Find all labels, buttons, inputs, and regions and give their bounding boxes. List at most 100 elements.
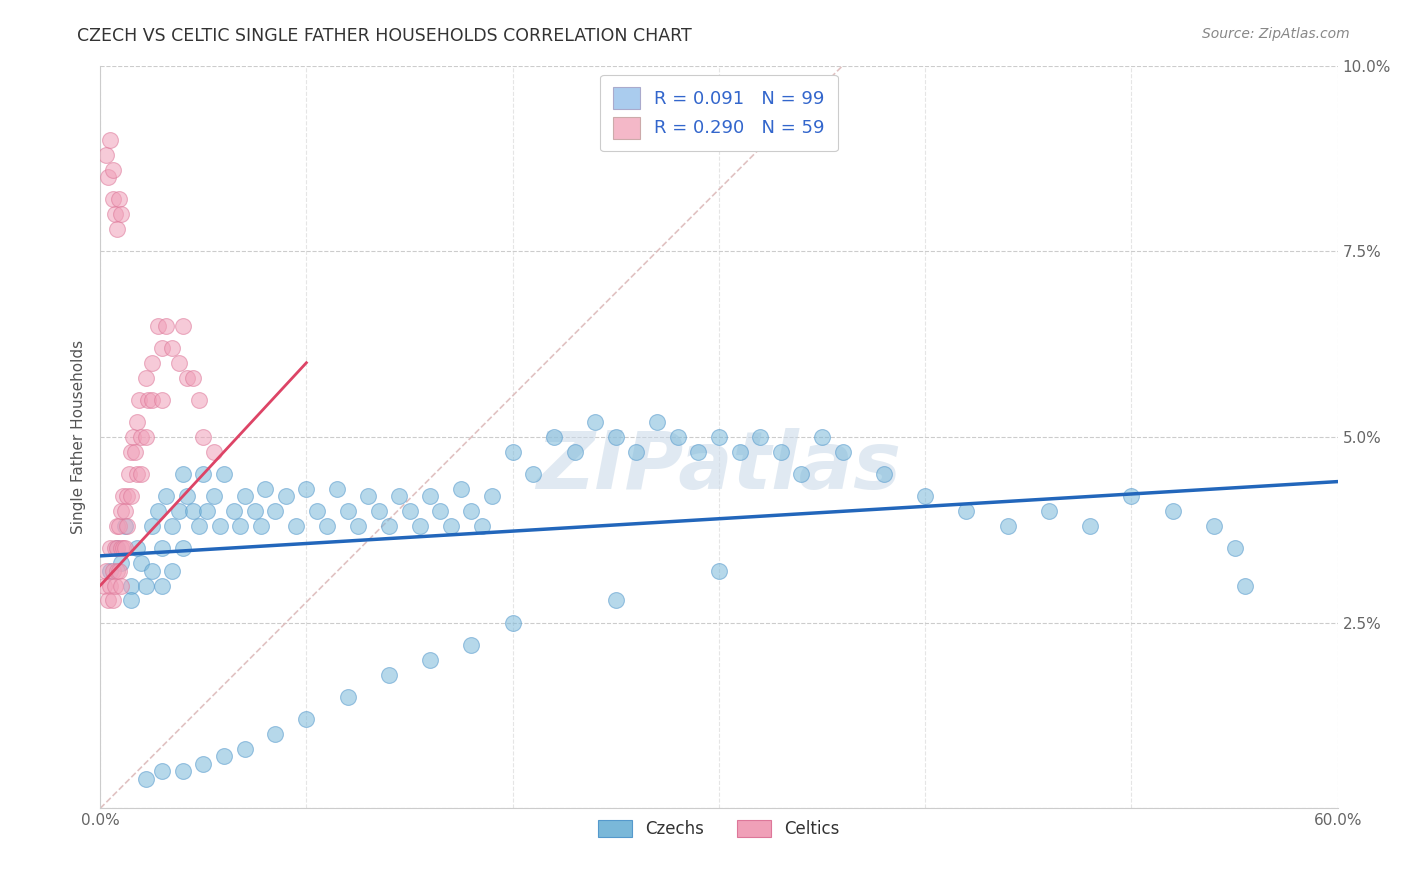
Point [543,430,565,444]
Text: ZIPatlas: ZIPatlas [537,428,901,506]
Point [460,638,482,652]
Point [155,318,177,333]
Point [749,430,772,444]
Point [502,615,524,630]
Point [105,541,128,556]
Point [118,467,141,482]
Point [728,445,751,459]
Point [146,318,169,333]
Point [110,504,132,518]
Point [188,519,211,533]
Point [336,690,359,704]
Point [110,207,132,221]
Point [326,482,349,496]
Point [1121,490,1143,504]
Point [150,541,173,556]
Point [873,467,896,482]
Point [105,564,128,578]
Point [224,504,246,518]
Point [120,445,142,459]
Point [150,392,173,407]
Point [103,541,125,556]
Point [831,445,853,459]
Point [250,519,273,533]
Point [96,564,118,578]
Point [193,756,215,771]
Point [101,162,124,177]
Point [188,392,211,407]
Point [378,519,401,533]
Point [254,482,277,496]
Point [274,490,297,504]
Point [122,430,145,444]
Point [811,430,834,444]
Point [162,519,184,533]
Point [666,430,689,444]
Point [103,207,125,221]
Point [181,504,204,518]
Point [105,541,128,556]
Point [101,192,124,206]
Point [93,578,115,592]
Point [97,593,120,607]
Point [134,370,156,384]
Point [181,370,204,384]
Point [120,490,142,504]
Point [150,578,173,592]
Point [100,564,122,578]
Point [172,541,194,556]
Point [105,222,128,236]
Point [162,564,184,578]
Point [176,370,198,384]
Point [193,467,215,482]
Point [115,519,138,533]
Point [769,445,792,459]
Point [155,490,177,504]
Point [141,392,163,407]
Point [120,578,142,592]
Point [100,133,122,147]
Point [914,490,936,504]
Point [212,749,235,764]
Point [264,504,287,518]
Point [150,764,173,779]
Point [131,467,153,482]
Point [1202,519,1225,533]
Point [172,764,194,779]
Point [141,519,163,533]
Point [120,593,142,607]
Point [707,564,730,578]
Point [626,445,648,459]
Point [115,490,138,504]
Point [110,578,132,592]
Point [429,504,451,518]
Point [100,541,122,556]
Y-axis label: Single Father Households: Single Father Households [72,340,86,534]
Point [955,504,977,518]
Point [471,519,494,533]
Point [193,430,215,444]
Point [243,504,266,518]
Point [107,519,129,533]
Point [605,593,627,607]
Point [229,519,252,533]
Point [409,519,432,533]
Point [127,541,149,556]
Point [305,504,328,518]
Point [212,467,235,482]
Point [316,519,339,533]
Point [172,467,194,482]
Text: CZECH VS CELTIC SINGLE FATHER HOUSEHOLDS CORRELATION CHART: CZECH VS CELTIC SINGLE FATHER HOUSEHOLDS… [77,27,692,45]
Point [1223,541,1246,556]
Point [564,445,586,459]
Point [1161,504,1184,518]
Point [124,445,146,459]
Text: Source: ZipAtlas.com: Source: ZipAtlas.com [1202,27,1350,41]
Point [107,192,129,206]
Point [997,519,1019,533]
Point [388,490,411,504]
Point [440,519,463,533]
Point [167,504,190,518]
Point [688,445,710,459]
Point [111,541,134,556]
